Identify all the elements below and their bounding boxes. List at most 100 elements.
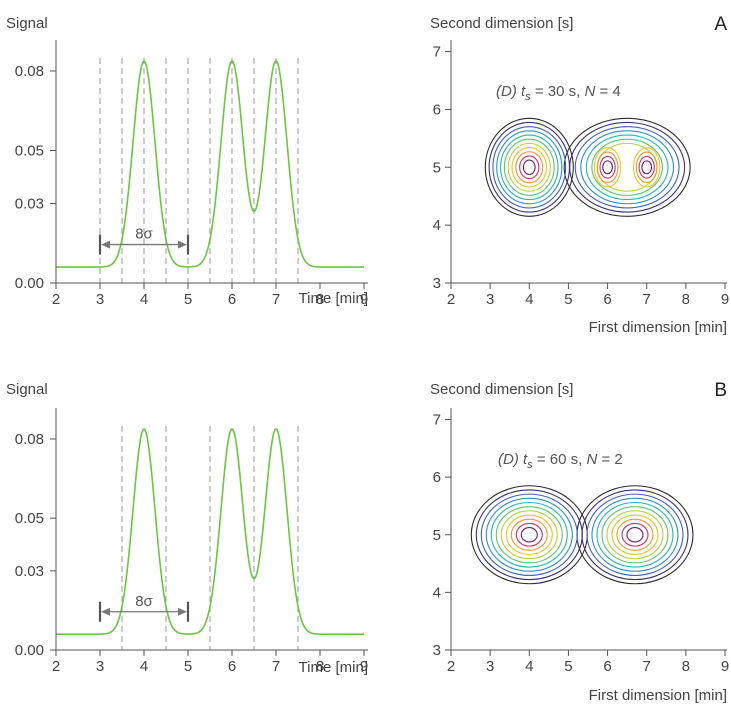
- x-tick-label-2: 2: [52, 291, 60, 308]
- x-tick-label-9: 9: [721, 658, 729, 675]
- x-tick-label-8: 8: [316, 658, 324, 675]
- contour-right-level-1: [569, 121, 686, 213]
- contour-left-level-8: [515, 151, 544, 184]
- y-tick-label-0.08: 0.08: [15, 63, 44, 80]
- y-ticks: 3 4 5 6 7: [433, 412, 451, 659]
- contour-right-level-6: [606, 510, 664, 560]
- contour-left-level-10: [522, 159, 536, 176]
- x-tick-label-8: 8: [682, 291, 690, 308]
- x-tick-label-7: 7: [643, 291, 651, 308]
- contour-left-level-3: [496, 130, 563, 205]
- panel-annotation: (D) ts = 30 s, N = 4: [496, 83, 621, 103]
- contour-right-b-level-9: [638, 155, 655, 179]
- contour-right-b-level-8: [635, 151, 658, 184]
- contour-right-b-level-7: [632, 147, 661, 188]
- signal-line: [56, 60, 364, 268]
- y-tick-label-3: 3: [433, 642, 441, 659]
- panel-annotation: (D) ts = 60 s, N = 2: [498, 451, 623, 471]
- y-tick-label-0.08: 0.08: [15, 431, 44, 448]
- y-tick-label-0.03: 0.03: [15, 196, 44, 213]
- x-axis-title: First dimension [min]: [589, 319, 727, 336]
- contour-left-level-7: [505, 514, 553, 556]
- y-tick-label-3: 3: [433, 275, 441, 292]
- signal-line: [56, 428, 364, 635]
- span-arrowhead-left: [101, 607, 110, 616]
- x-tick-label-6: 6: [603, 658, 611, 675]
- x-tick-label-6: 6: [603, 291, 611, 308]
- y-tick-label-5: 5: [433, 159, 441, 176]
- x-tick-label-5: 5: [564, 291, 572, 308]
- contour-left-level-7: [511, 147, 548, 188]
- contour-left-level-1: [488, 121, 571, 213]
- contour-right-a-level-8: [596, 151, 619, 184]
- x-ticks: 2 3 4 5 6 7 8 9: [52, 650, 368, 675]
- contour-left-level-9: [519, 155, 540, 180]
- panel-letter: A: [714, 14, 727, 35]
- contour-left-level-6: [507, 142, 551, 192]
- modulation-markers: [99, 58, 299, 283]
- annotation-sub: s: [527, 459, 533, 471]
- x-tick-label-3: 3: [486, 658, 494, 675]
- annotation-nvar: N: [586, 451, 597, 468]
- y-ticks: 0.00 0.03 0.05 0.08: [15, 431, 56, 659]
- x-axis-title: First dimension [min]: [589, 687, 727, 704]
- y-tick-label-5: 5: [433, 527, 441, 544]
- panel-letter: B: [714, 380, 727, 401]
- x-tick-label-7: 7: [272, 658, 280, 675]
- contour-left-level-2: [480, 493, 578, 576]
- annotation-sub: s: [525, 91, 531, 103]
- contour-right-level-1: [581, 489, 689, 581]
- annotation-rest: = 60 s,: [533, 451, 587, 468]
- contour-left-level-2: [492, 126, 567, 209]
- contour-right-level-2: [586, 493, 684, 576]
- x-tick-label-9: 9: [360, 291, 368, 308]
- span-arrowhead-right: [178, 240, 187, 249]
- y-tick-label-0.05: 0.05: [15, 143, 44, 160]
- contour-left-level-4: [490, 501, 568, 568]
- x-tick-label-4: 4: [140, 658, 148, 675]
- x-tick-label-5: 5: [564, 658, 572, 675]
- span-arrowhead-right: [178, 607, 187, 616]
- y-tick-label-0.05: 0.05: [15, 510, 44, 527]
- contour-right-level-3: [580, 130, 675, 205]
- annotation-rest: = 30 s,: [531, 83, 585, 100]
- y-tick-label-0.03: 0.03: [15, 563, 44, 580]
- annotation-prefix: (D): [498, 451, 523, 468]
- x-tick-label-6: 6: [228, 658, 236, 675]
- annotation-nrest: = 2: [597, 451, 622, 468]
- panel-b-contour-chart: Second dimension [s] B (D) ts = 60 s, N …: [430, 380, 729, 704]
- x-tick-label-2: 2: [447, 658, 455, 675]
- modulation-markers: [121, 426, 299, 650]
- contour-right-b-level-10: [641, 160, 653, 175]
- x-tick-label-9: 9: [721, 291, 729, 308]
- contour-left-level-1: [475, 489, 583, 581]
- y-tick-label-7: 7: [433, 412, 441, 429]
- contour-left-level-4: [500, 134, 559, 201]
- x-tick-label-4: 4: [525, 291, 533, 308]
- y-tick-label-4: 4: [433, 217, 441, 234]
- panel-a-contour-chart: Second dimension [s] A (D) ts = 30 s, N …: [430, 14, 729, 336]
- contour-right-level-9: [621, 522, 649, 547]
- x-ticks: 2 3 4 5 6 7 8 9: [52, 283, 368, 308]
- contour-right-level-6: [596, 142, 658, 192]
- span-8-sigma: 8σ: [98, 593, 190, 622]
- annotation-var: t: [523, 451, 528, 468]
- annotation-var: t: [521, 83, 526, 100]
- contour-left-level-8: [510, 518, 548, 551]
- x-axis-title: Time [min]: [299, 290, 368, 307]
- x-ticks: 2 3 4 5 6 7 8 9: [447, 283, 729, 308]
- contour-group: [470, 485, 694, 585]
- y-tick-label-4: 4: [433, 584, 441, 601]
- y-axis-title: Second dimension [s]: [430, 381, 573, 398]
- contour-right-level-3: [591, 497, 679, 572]
- x-tick-label-8: 8: [316, 291, 324, 308]
- contour-right-level-7: [611, 514, 659, 556]
- x-tick-label-7: 7: [272, 291, 280, 308]
- x-axis-title: Time [min]: [299, 659, 368, 676]
- span-arrowhead-left: [101, 240, 110, 249]
- contour-right-level-2: [574, 126, 680, 209]
- contour-left-level-10: [520, 527, 538, 543]
- x-tick-label-3: 3: [486, 291, 494, 308]
- contour-right-level-5: [601, 506, 669, 564]
